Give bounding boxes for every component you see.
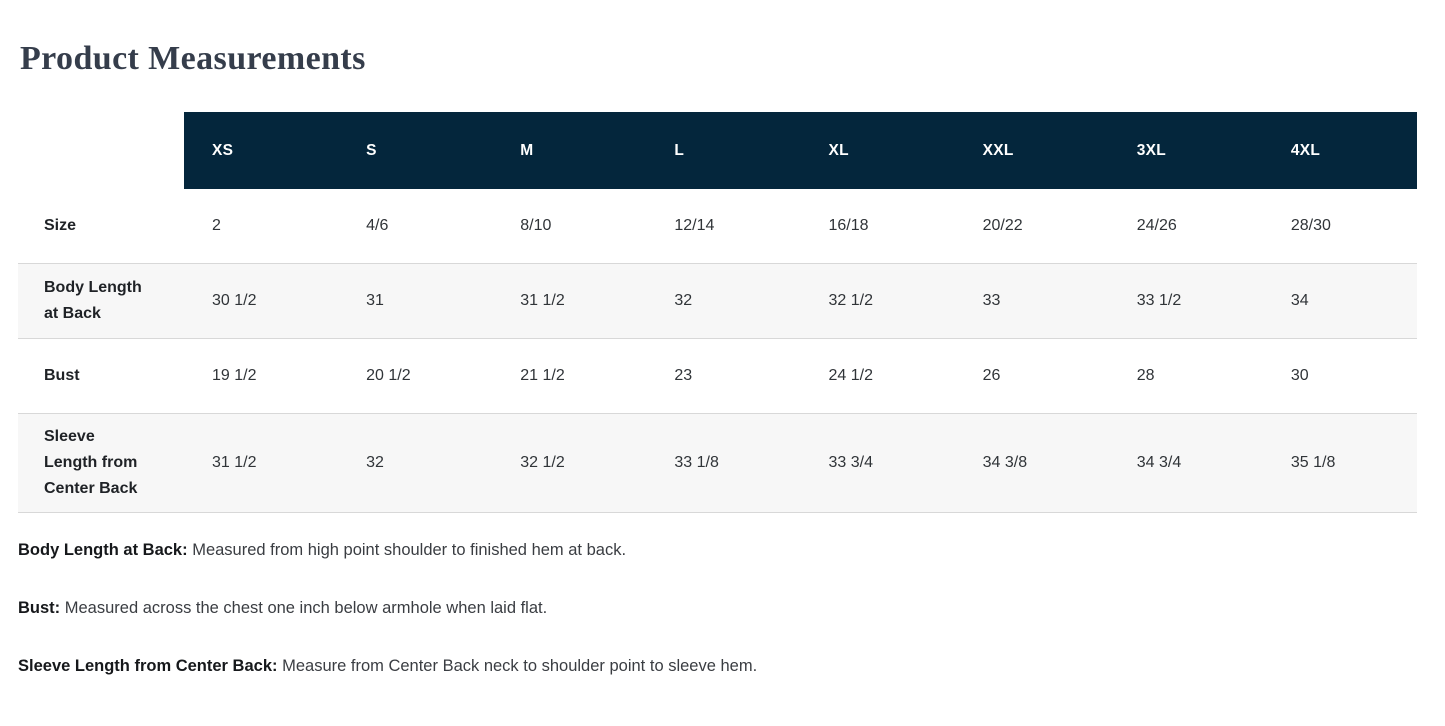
measurement-value: 28: [1136, 367, 1155, 384]
measurements-table: XS S M L XL XXL 3XL 4XL Size 2 4/6 8/10 12/14 16/18 2…: [18, 112, 1417, 513]
measurement-value: 34: [1290, 292, 1309, 309]
measurement-value: 33: [982, 292, 1001, 309]
table-corner-cell: [18, 112, 184, 189]
measurement-value: 23: [674, 367, 693, 384]
row-label: Bust: [44, 367, 80, 384]
table-row: Size 2 4/6 8/10 12/14 16/18 20/22 24/26 28/30: [18, 189, 1417, 264]
measurement-value: 21 1/2: [520, 367, 565, 384]
table-row: Body Length at Back 30 1/2 31 31 1/2 32 32 1/…: [18, 264, 1417, 339]
column-header-xs: XS: [184, 112, 339, 189]
measurement-value: 32 1/2: [520, 454, 565, 471]
measurement-value: 26: [982, 367, 1001, 384]
note-definition: Measured across the chest one inch below…: [64, 599, 548, 617]
column-header-xxl: XXL: [954, 112, 1109, 189]
note-term: Bust:: [18, 599, 61, 617]
measurement-value: 32: [366, 454, 384, 471]
measurement-value: 32: [674, 292, 693, 309]
note-definition: Measured from high point shoulder to fin…: [192, 541, 627, 559]
measurement-value: 31 1/2: [212, 454, 257, 471]
table-row: Bust 19 1/2 20 1/2 21 1/2 23 24 1/2 26 28 30: [18, 339, 1417, 414]
product-measurements-page: Product Measurements XS S M L XL XXL 3XL 4XL Si…: [18, 40, 1445, 677]
measurement-value: 34 3/8: [982, 454, 1028, 471]
row-label: Size: [44, 217, 77, 234]
measurement-value: 33 1/8: [674, 454, 719, 471]
measurement-value: 8/10: [520, 217, 552, 234]
measurement-value: 32 1/2: [828, 292, 873, 309]
table-header-row: XS S M L XL XXL 3XL 4XL: [18, 112, 1417, 189]
measurement-value: 24/26: [1136, 217, 1177, 234]
measurement-notes: Body Length at Back: Measured from high …: [18, 539, 1445, 677]
measurement-value: 20/22: [982, 217, 1023, 234]
measurement-value: 34 3/4: [1136, 454, 1182, 471]
measurement-value: 24 1/2: [828, 367, 873, 384]
table-body: Size 2 4/6 8/10 12/14 16/18 20/22 24/26 28/30 Bod…: [18, 189, 1417, 513]
note-term: Body Length at Back:: [18, 541, 188, 559]
note-sleeve-length: Sleeve Length from Center Back: Measure …: [18, 655, 1445, 677]
column-header-l: L: [646, 112, 801, 189]
measurement-value: 4/6: [366, 217, 389, 234]
measurement-value: 20 1/2: [366, 367, 411, 384]
note-term: Sleeve Length from Center Back:: [18, 657, 278, 675]
measurement-value: 2: [212, 217, 221, 234]
measurement-value: 35 1/8: [1290, 454, 1336, 471]
measurement-value: 28/30: [1290, 217, 1331, 234]
row-label: Sleeve Length from Center Back: [44, 428, 138, 497]
page-title: Product Measurements: [20, 40, 366, 77]
measurement-value: 30 1/2: [212, 292, 257, 309]
measurement-value: 12/14: [674, 217, 715, 234]
note-definition: Measure from Center Back neck to shoulde…: [282, 657, 758, 675]
measurement-value: 30: [1290, 367, 1309, 384]
note-body-length: Body Length at Back: Measured from high …: [18, 539, 1445, 561]
measurement-value: 33 3/4: [828, 454, 873, 471]
table-row: Sleeve Length from Center Back 31 1/2 32 32…: [18, 414, 1417, 513]
row-label: Body Length at Back: [44, 279, 142, 322]
column-header-4xl: 4XL: [1262, 112, 1417, 189]
column-header-3xl: 3XL: [1108, 112, 1263, 189]
measurement-value: 31: [366, 292, 384, 309]
measurement-value: 33 1/2: [1136, 292, 1182, 309]
column-header-xl: XL: [800, 112, 955, 189]
column-header-s: S: [338, 112, 493, 189]
column-header-m: M: [492, 112, 647, 189]
measurement-value: 16/18: [828, 217, 869, 234]
measurement-value: 31 1/2: [520, 292, 565, 309]
note-bust: Bust: Measured across the chest one inch…: [18, 597, 1445, 619]
measurement-value: 19 1/2: [212, 367, 257, 384]
